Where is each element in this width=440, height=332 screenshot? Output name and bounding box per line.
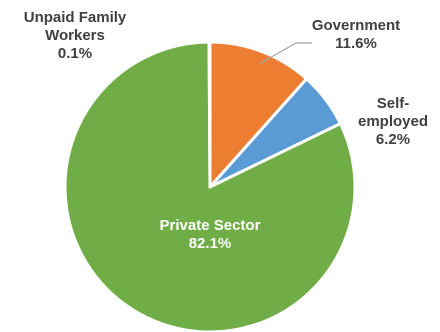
slice-name-label: employed bbox=[358, 113, 428, 130]
pie-slice-government bbox=[208, 40, 309, 189]
slice-label-government: Government 11.6% bbox=[312, 17, 400, 52]
slice-label-unpaid-family-workers: Unpaid Family Workers 0.1% bbox=[24, 9, 127, 62]
slice-name-label: Private Sector bbox=[160, 217, 261, 234]
slice-name-label: Workers bbox=[45, 27, 105, 44]
slice-value-label: 0.1% bbox=[58, 45, 92, 62]
slice-label-private-sector: Private Sector 82.1% bbox=[160, 217, 261, 252]
slice-value-label: 82.1% bbox=[189, 235, 232, 252]
slice-name-label: Unpaid Family bbox=[24, 9, 127, 26]
slice-label-self-employed: Self-employed 6.2% bbox=[358, 95, 428, 148]
pie-slice-unpaid-family-workers bbox=[207, 40, 212, 189]
slice-name-label: Self- bbox=[377, 95, 410, 112]
slice-name-label: Government bbox=[312, 17, 400, 34]
slice-value-label: 11.6% bbox=[335, 35, 377, 52]
leader-line-government bbox=[260, 42, 312, 64]
slice-value-label: 6.2% bbox=[376, 131, 410, 148]
